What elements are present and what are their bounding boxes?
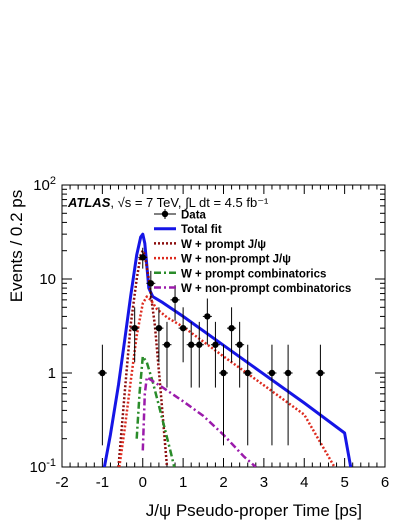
data-point (139, 254, 146, 261)
condition-label: , √s = 7 TeV, ∫L dt = 4.5 fb⁻¹ (110, 195, 269, 210)
data-point (220, 369, 227, 377)
data-point (204, 313, 211, 320)
legend-label: Data (181, 210, 207, 222)
y-tick-label: 102 (33, 175, 56, 194)
atlas-label: ATLAS (67, 195, 111, 210)
atlas-annotation: ATLAS, √s = 7 TeV, ∫L dt = 4.5 fb⁻¹ (67, 195, 269, 210)
x-tick-label: 2 (219, 474, 227, 491)
series-curve (135, 355, 176, 467)
legend-label: W + prompt J/ψ (181, 239, 266, 251)
data-point (196, 341, 203, 348)
x-tick-label: 6 (381, 474, 389, 491)
data-point (228, 324, 235, 332)
legend-symbol (161, 210, 169, 218)
x-tick-label: 3 (260, 474, 268, 491)
data-point (188, 341, 195, 348)
x-tick-label: 5 (340, 474, 348, 491)
x-tick-label: -2 (55, 474, 68, 491)
data-point (179, 324, 187, 332)
data-point (236, 341, 243, 348)
data-point (99, 369, 106, 377)
data-point (317, 369, 324, 377)
series-curve (118, 295, 336, 467)
data-point (244, 369, 251, 377)
series-curve (141, 376, 257, 467)
x-tick-label: 4 (300, 474, 308, 491)
data-point (268, 369, 276, 377)
legend: Data Total fit W + prompt J/ψ W + non-promp… (154, 209, 351, 295)
plot-area: -2 -1 0 1 2 3 4 5 6 10-1 1 10 102 (30, 175, 390, 491)
x-tick-label: 0 (139, 474, 147, 491)
data-point (155, 324, 163, 332)
curves-layer (102, 232, 353, 467)
data-point (171, 296, 179, 304)
legend-label: W + non-prompt J/ψ (181, 254, 291, 266)
y-axis-label: Events / 0.2 ps (7, 190, 26, 302)
legend-label: W + prompt combinatorics (181, 268, 326, 280)
legend-label: Total fit (181, 224, 222, 236)
x-tick-label: 1 (179, 474, 187, 491)
x-axis-label: J/ψ Pseudo-proper Time [ps] (146, 501, 362, 520)
y-tick-label: 1 (48, 365, 56, 382)
data-points-layer (97, 247, 325, 446)
data-point (147, 280, 155, 287)
series-curve (117, 249, 169, 467)
data-point (212, 341, 219, 348)
y-tick-label: 10-1 (30, 457, 56, 476)
data-point (163, 341, 171, 348)
x-tick-label: -1 (96, 474, 109, 491)
y-tick-label: 10 (39, 271, 56, 288)
legend-label: W + non-prompt combinatorics (181, 283, 351, 295)
data-point (131, 324, 138, 332)
data-point (284, 369, 292, 377)
